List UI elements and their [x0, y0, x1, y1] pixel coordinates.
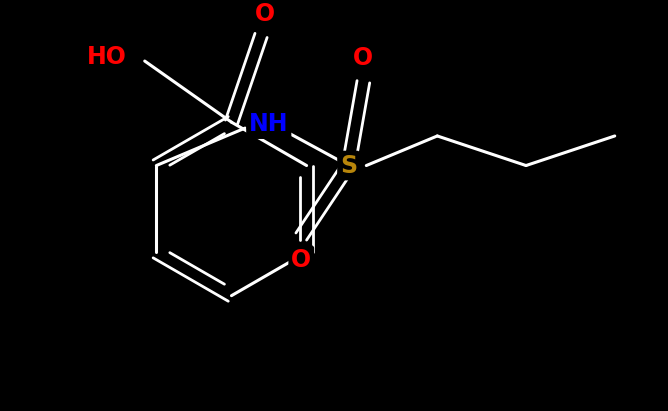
Text: HO: HO [87, 45, 127, 69]
Text: S: S [340, 154, 357, 178]
Text: O: O [291, 248, 311, 272]
Text: O: O [255, 2, 275, 26]
Text: NH: NH [249, 112, 289, 136]
Text: O: O [353, 46, 373, 70]
